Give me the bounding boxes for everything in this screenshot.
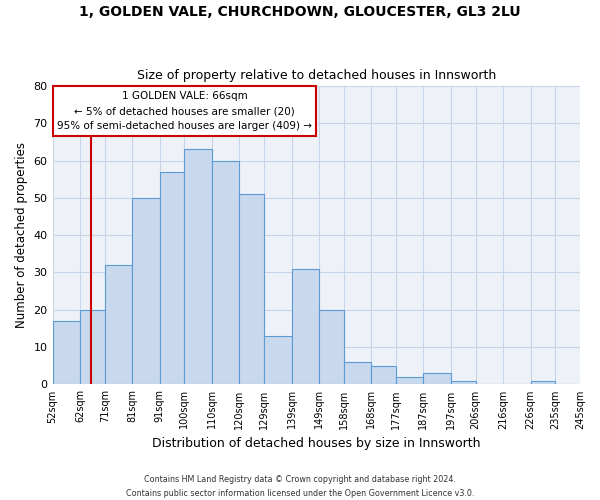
Bar: [184, 150, 212, 384]
Bar: [160, 172, 184, 384]
Title: Size of property relative to detached houses in Innsworth: Size of property relative to detached ho…: [137, 69, 496, 82]
Bar: [264, 336, 292, 384]
Bar: [396, 377, 424, 384]
Bar: [292, 269, 319, 384]
Bar: [424, 373, 451, 384]
Bar: [80, 310, 105, 384]
Bar: [344, 362, 371, 384]
Bar: [451, 380, 476, 384]
Bar: [319, 310, 344, 384]
Bar: [105, 265, 132, 384]
Text: 1 GOLDEN VALE: 66sqm
← 5% of detached houses are smaller (20)
95% of semi-detach: 1 GOLDEN VALE: 66sqm ← 5% of detached ho…: [57, 92, 312, 131]
Bar: [530, 380, 555, 384]
X-axis label: Distribution of detached houses by size in Innsworth: Distribution of detached houses by size …: [152, 437, 481, 450]
Bar: [212, 160, 239, 384]
Y-axis label: Number of detached properties: Number of detached properties: [15, 142, 28, 328]
Bar: [132, 198, 160, 384]
Text: 1, GOLDEN VALE, CHURCHDOWN, GLOUCESTER, GL3 2LU: 1, GOLDEN VALE, CHURCHDOWN, GLOUCESTER, …: [79, 5, 521, 19]
Text: Contains HM Land Registry data © Crown copyright and database right 2024.
Contai: Contains HM Land Registry data © Crown c…: [126, 476, 474, 498]
Bar: [371, 366, 396, 384]
Bar: [239, 194, 264, 384]
Bar: [53, 86, 316, 136]
Bar: [53, 321, 80, 384]
